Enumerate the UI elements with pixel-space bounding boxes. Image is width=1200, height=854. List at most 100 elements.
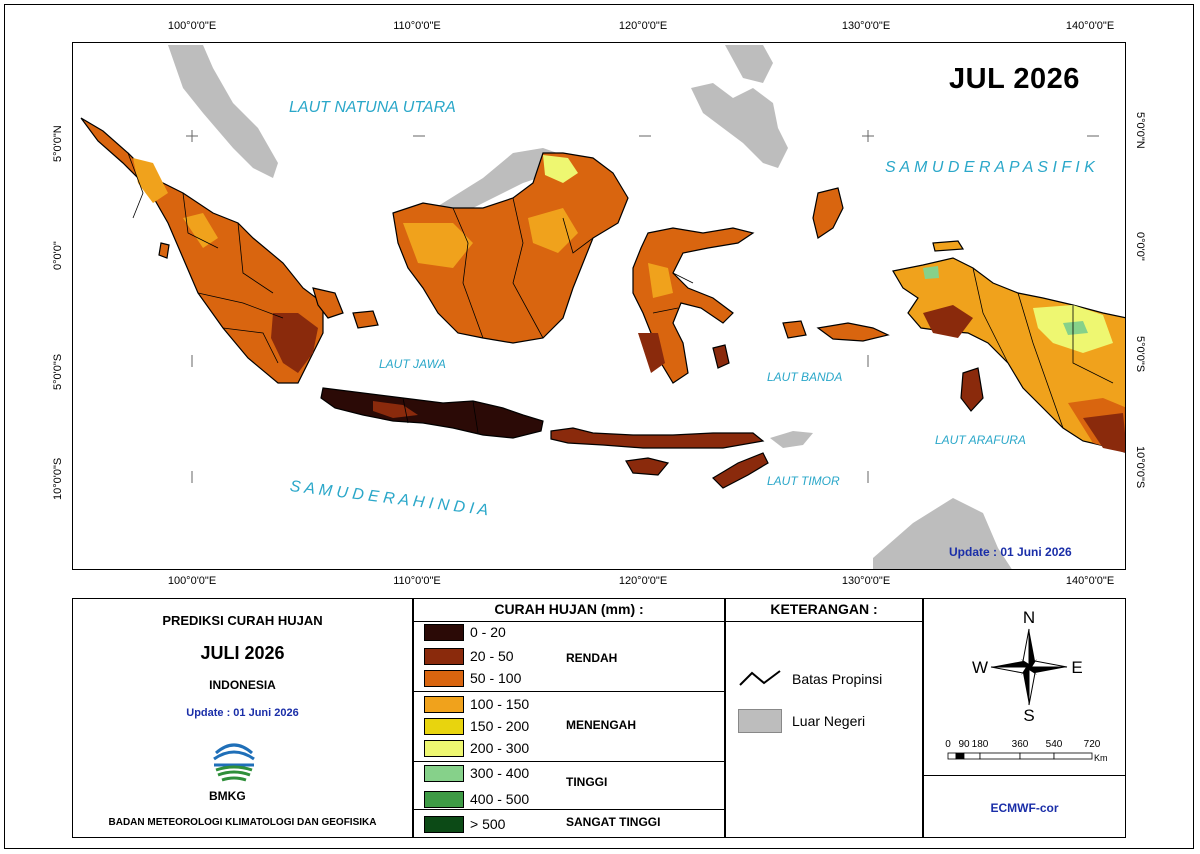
lon-label-140-bottom: 140°0'0"E — [1065, 575, 1115, 587]
yapen-biak — [932, 240, 965, 252]
belitung-island — [352, 310, 379, 329]
legend-row-gt-500: > 500 — [424, 815, 505, 833]
sulawesi-south-zone — [638, 333, 665, 373]
sea-label-banda: LAUT BANDA — [767, 370, 843, 384]
papua-green-spot-2 — [923, 266, 939, 279]
legend-row-50-100: 50 - 100 — [424, 669, 521, 687]
lon-label-120-bottom: 120°0'0"E — [618, 575, 668, 587]
info-panel: PREDIKSI CURAH HUJAN JULI 2026 INDONESIA… — [72, 598, 413, 838]
foreign-malay-peninsula — [168, 45, 278, 178]
indonesia-land — [80, 117, 1125, 489]
island-java — [320, 387, 544, 439]
legend-label: 150 - 200 — [470, 718, 530, 734]
bangka-island — [312, 287, 344, 319]
scale-tick-360: 360 — [1012, 739, 1029, 750]
legend-swatch — [424, 815, 464, 833]
legend-label: 300 - 400 — [470, 765, 530, 781]
agency-name: BADAN METEOROLOGI KLIMATOLOGI DAN GEOFIS… — [108, 817, 377, 828]
legend-row-150-200: 150 - 200 — [424, 717, 529, 735]
scale-tick-0: 0 — [945, 739, 951, 750]
island-timor — [712, 452, 769, 489]
scale-bar: 0 90 180 360 540 720 Km — [945, 739, 1107, 763]
panel-title: PREDIKSI CURAH HUJAN — [162, 613, 323, 628]
panel-region: INDONESIA — [209, 678, 276, 692]
legend-swatch — [424, 695, 464, 713]
keterangan-item-boundary: Batas Propinsi — [738, 669, 882, 689]
lat-label-0-right: 0°0'0" — [1134, 232, 1146, 261]
buton-island — [712, 344, 730, 369]
data-source: ECMWF-cor — [990, 801, 1059, 815]
legend-label: 50 - 100 — [470, 670, 522, 686]
compass-divider — [924, 775, 1125, 776]
kalimantan-orange-zone-2 — [528, 208, 578, 253]
lon-label-100-top: 100°0'0"E — [167, 20, 217, 32]
legend-row-300-400: 300 - 400 — [424, 764, 529, 782]
rainfall-legend: CURAH HUJAN (mm) : 0 - 20 20 - 50 50 - 1… — [413, 598, 725, 838]
foreign-philippines — [691, 83, 788, 168]
island-buru — [782, 320, 807, 339]
grey-box-icon — [738, 709, 782, 733]
legend-swatch — [424, 647, 464, 665]
legend-row-20-50: 20 - 50 — [424, 647, 514, 665]
papua-dark-zone — [923, 305, 973, 338]
nias-island — [158, 242, 170, 259]
legend-label: 100 - 150 — [470, 696, 530, 712]
lon-label-110-top: 110°0'0"E — [393, 20, 441, 32]
legend-label: 200 - 300 — [470, 740, 530, 756]
lat-label-10s-left: 10°0'0"S — [52, 457, 64, 500]
island-aru — [960, 367, 984, 412]
sea-label-timor: LAUT TIMOR — [767, 474, 840, 488]
sumatra-orange-zone-2 — [183, 213, 218, 248]
group-label-rendah: RENDAH — [566, 651, 618, 665]
panel-period: JULI 2026 — [200, 643, 285, 663]
legend-label: 400 - 500 — [470, 791, 530, 807]
lat-label-5s-left: 5°0'0"S — [52, 353, 64, 390]
legend-swatch — [424, 739, 464, 757]
group-label-sangat-tinggi: SANGAT TINGGI — [566, 815, 661, 829]
lon-label-130-bottom: 130°0'0"E — [841, 575, 891, 587]
foreign-borneo-north — [418, 148, 568, 218]
map-period-stamp: JUL 2026 — [949, 63, 1080, 95]
sea-label-arafura: LAUT ARAFURA — [935, 433, 1026, 447]
lon-label-140-top: 140°0'0"E — [1065, 20, 1115, 32]
map-update-text: Update : 01 Juni 2026 — [949, 545, 1072, 559]
legend-row-200-300: 200 - 300 — [424, 739, 529, 757]
island-halmahera — [812, 187, 844, 239]
lat-label-5n-left: 5°0'0"N — [52, 125, 64, 162]
compass-n: N — [1023, 609, 1035, 627]
legend-header: CURAH HUJAN (mm) : — [414, 601, 724, 622]
sea-label-jawa: LAUT JAWA — [379, 357, 446, 371]
keterangan-header: KETERANGAN : — [726, 601, 922, 622]
lat-label-5n-right: 5°0'0"N — [1134, 112, 1146, 149]
legend-swatch — [424, 790, 464, 808]
lon-label-110-bottom: 110°0'0"E — [393, 575, 441, 587]
group-label-menengah: MENENGAH — [566, 718, 637, 732]
foreign-timor-leste — [770, 431, 813, 448]
scale-tick-720: 720 — [1084, 739, 1101, 750]
island-seram — [816, 322, 890, 342]
papua-southeast-dark — [1083, 413, 1125, 453]
scale-tick-180: 180 — [972, 739, 989, 750]
keterangan-panel: KETERANGAN : Batas Propinsi Luar Negeri — [725, 598, 923, 838]
bmkg-logo-icon — [213, 743, 255, 782]
sumatra-dark-zone — [271, 313, 318, 373]
legend-divider — [414, 761, 724, 762]
island-sumba — [625, 457, 670, 476]
bmkg-logo-text: BMKG — [209, 789, 246, 803]
scale-tick-90: 90 — [958, 739, 970, 750]
compass-s: S — [1023, 706, 1034, 724]
foreign-land — [168, 45, 1012, 569]
compass-w: W — [972, 658, 988, 677]
legend-swatch — [424, 669, 464, 687]
lat-label-10s-right: 10°0'0"S — [1134, 446, 1146, 489]
sea-label-natuna: LAUT NATUNA UTARA — [289, 99, 456, 116]
keterangan-item-foreign: Luar Negeri — [738, 709, 865, 733]
kalimantan-orange-zone — [403, 223, 473, 268]
panel-update: Update : 01 Juni 2026 — [186, 707, 299, 719]
legend-divider — [414, 691, 724, 692]
legend-label: 20 - 50 — [470, 648, 514, 664]
map-canvas — [80, 45, 1125, 569]
north-arrow-icon: N S E W — [972, 609, 1083, 724]
java-red-zone — [373, 401, 418, 418]
keterangan-label: Luar Negeri — [792, 713, 866, 729]
